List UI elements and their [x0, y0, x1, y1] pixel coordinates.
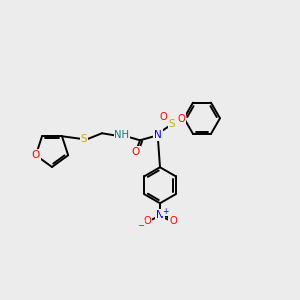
Text: S: S: [169, 119, 175, 129]
Text: N: N: [154, 130, 162, 140]
Text: +: +: [162, 207, 168, 216]
Text: O: O: [177, 114, 185, 124]
Text: O: O: [32, 150, 40, 160]
Text: −: −: [137, 221, 145, 230]
Text: O: O: [159, 112, 167, 122]
Text: O: O: [169, 216, 177, 226]
Text: NH: NH: [115, 130, 130, 140]
Text: N: N: [156, 210, 164, 220]
Text: S: S: [81, 134, 87, 144]
Text: O: O: [132, 147, 140, 157]
Text: O: O: [143, 216, 151, 226]
